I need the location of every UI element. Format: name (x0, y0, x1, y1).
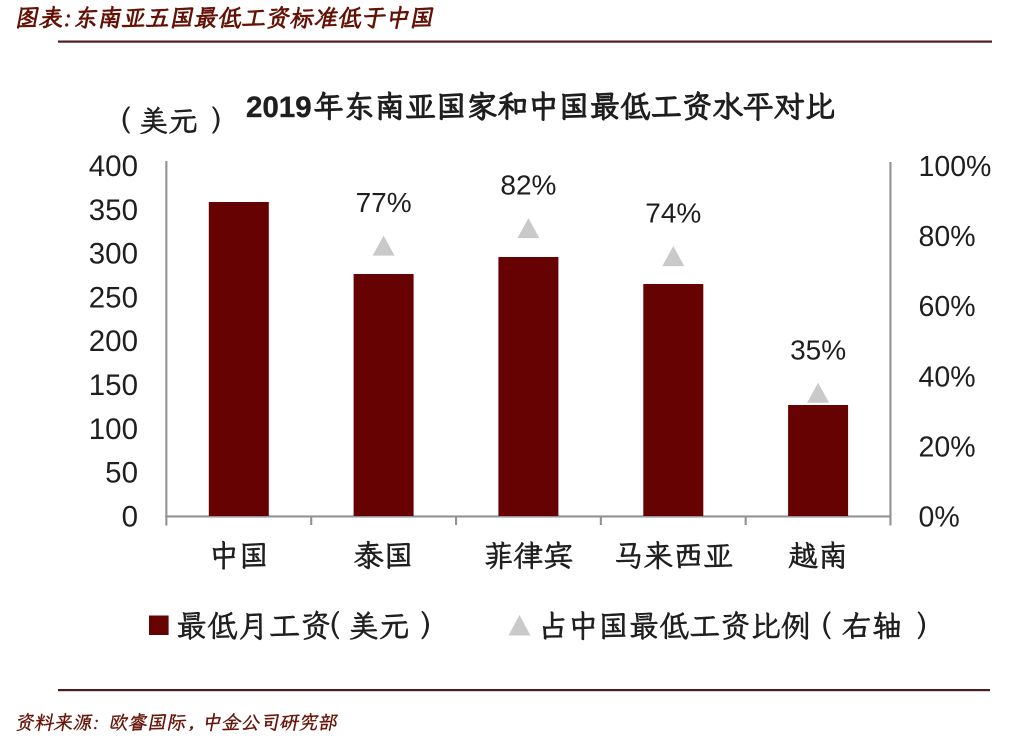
svg-text:60%: 60% (919, 291, 976, 323)
svg-text:40%: 40% (919, 361, 976, 393)
svg-text:100: 100 (89, 413, 138, 446)
svg-text:100%: 100% (919, 151, 992, 183)
svg-text:0%: 0% (919, 502, 960, 534)
svg-text:20%: 20% (919, 431, 976, 463)
svg-text:77%: 77% (356, 187, 412, 218)
svg-text:35%: 35% (790, 334, 846, 365)
svg-text:82%: 82% (500, 170, 556, 201)
svg-text:250: 250 (89, 281, 138, 314)
svg-text:0: 0 (122, 501, 138, 534)
svg-text:150: 150 (89, 369, 138, 402)
svg-text:400: 400 (89, 150, 138, 183)
svg-text:80%: 80% (919, 221, 976, 253)
svg-text:300: 300 (89, 238, 138, 271)
svg-text:200: 200 (89, 325, 138, 358)
svg-text:350: 350 (89, 194, 138, 227)
svg-text:74%: 74% (645, 198, 701, 229)
svg-text:50: 50 (105, 457, 138, 490)
